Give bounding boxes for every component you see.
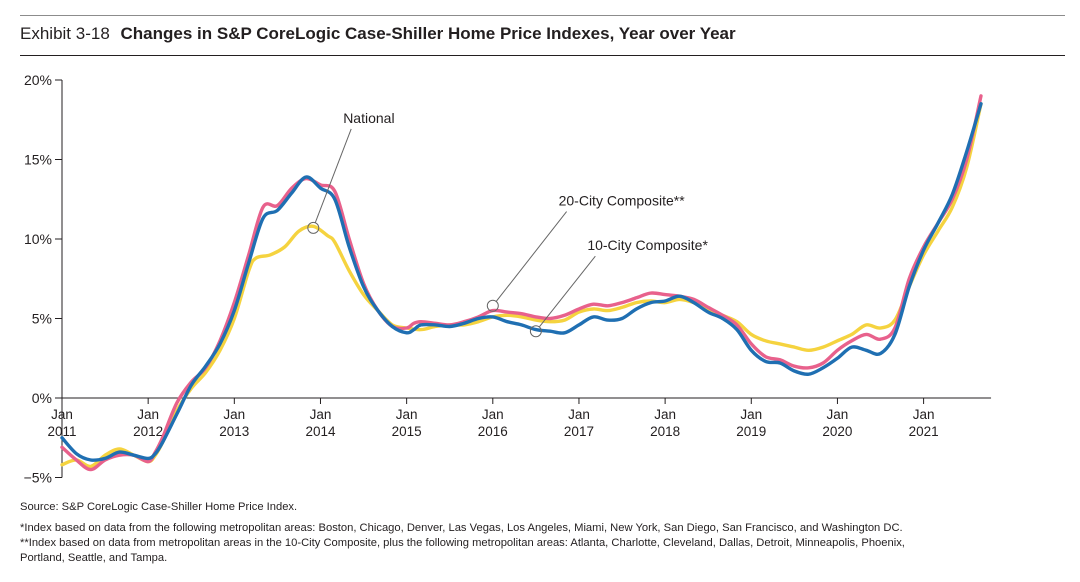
annotation-label-10-city-composite: 10-City Composite* <box>587 237 708 253</box>
y-tick-label: 0% <box>32 390 52 406</box>
annotation-leader-10-city-composite <box>538 255 596 328</box>
annotation-marker-10-city-composite <box>529 325 542 338</box>
x-tick-label-month: Jan <box>223 407 245 422</box>
x-tick-label-month: Jan <box>51 407 73 422</box>
line-chart: 20% 15% 10% 5% 0% −5% Jan 2011 Jan 2012 Jan 2013 Jan… <box>24 72 992 486</box>
x-tick-label-year: 2018 <box>650 424 680 439</box>
title-rule <box>20 55 1065 56</box>
series-line-national <box>60 102 983 462</box>
annotation-leader-national <box>314 128 352 223</box>
annotation-marker-national <box>307 221 320 234</box>
annotations: National 20-City Composite** 10-City Compo… <box>307 110 708 338</box>
x-tick-label-month: Jan <box>310 407 332 422</box>
y-tick-label: 10% <box>24 231 52 247</box>
footnote-20-city-line2: Portland, Seattle, and Tampa. <box>20 552 168 564</box>
y-tick-label: 5% <box>32 311 52 327</box>
axes: 20% 15% 10% 5% 0% −5% Jan 2011 Jan 2012 Jan 2013 Jan… <box>24 72 992 486</box>
y-tick-label: 15% <box>24 152 52 168</box>
footnote-20-city-line1: **Index based on data from metropolitan … <box>20 537 905 549</box>
x-tick-label-month: Jan <box>827 407 849 422</box>
annotation-label-20-city-composite: 20-City Composite** <box>559 193 686 209</box>
x-tick-label-year: 2020 <box>822 424 852 439</box>
x-tick-label-year: 2021 <box>909 424 939 439</box>
x-tick-label-month: Jan <box>568 407 590 422</box>
y-tick-label: 20% <box>24 72 52 88</box>
x-tick-label-year: 2012 <box>133 424 163 439</box>
x-tick-label-year: 2016 <box>478 424 508 439</box>
x-tick-label-year: 2014 <box>305 424 336 439</box>
x-tick-label-month: Jan <box>482 407 504 422</box>
x-tick-label-year: 2015 <box>392 424 422 439</box>
top-rule <box>20 15 1065 16</box>
x-tick-label-month: Jan <box>137 407 159 422</box>
x-tick-label-month: Jan <box>654 407 676 422</box>
title-text: Changes in S&P CoreLogic Case-Shiller Ho… <box>120 24 736 43</box>
x-tick-label-month: Jan <box>913 407 935 422</box>
annotation-label-national: National <box>343 110 394 126</box>
footnote-10-city: *Index based on data from the following … <box>20 522 903 534</box>
x-tick-label-month: Jan <box>396 407 418 422</box>
x-tick-label-month: Jan <box>740 407 762 422</box>
y-tick-label: −5% <box>24 470 52 486</box>
series-lines <box>60 94 983 472</box>
exhibit-number: Exhibit 3-18 <box>20 24 110 43</box>
chart-notes: Source: S&P CoreLogic Case-Shiller Home … <box>20 500 1060 566</box>
x-tick-label-year: 2017 <box>564 424 594 439</box>
annotation-marker-20-city-composite <box>486 299 499 312</box>
annotation-leader-20-city-composite <box>495 211 567 302</box>
chart-title: Exhibit 3-18 Changes in S&P CoreLogic Ca… <box>20 24 736 44</box>
x-tick-label-year: 2013 <box>219 424 249 439</box>
x-tick-label-year: 2019 <box>736 424 766 439</box>
series-line-10-city-composite <box>60 102 983 469</box>
x-tick-label-year: 2011 <box>47 424 76 439</box>
source-note: Source: S&P CoreLogic Case-Shiller Home … <box>20 501 298 513</box>
